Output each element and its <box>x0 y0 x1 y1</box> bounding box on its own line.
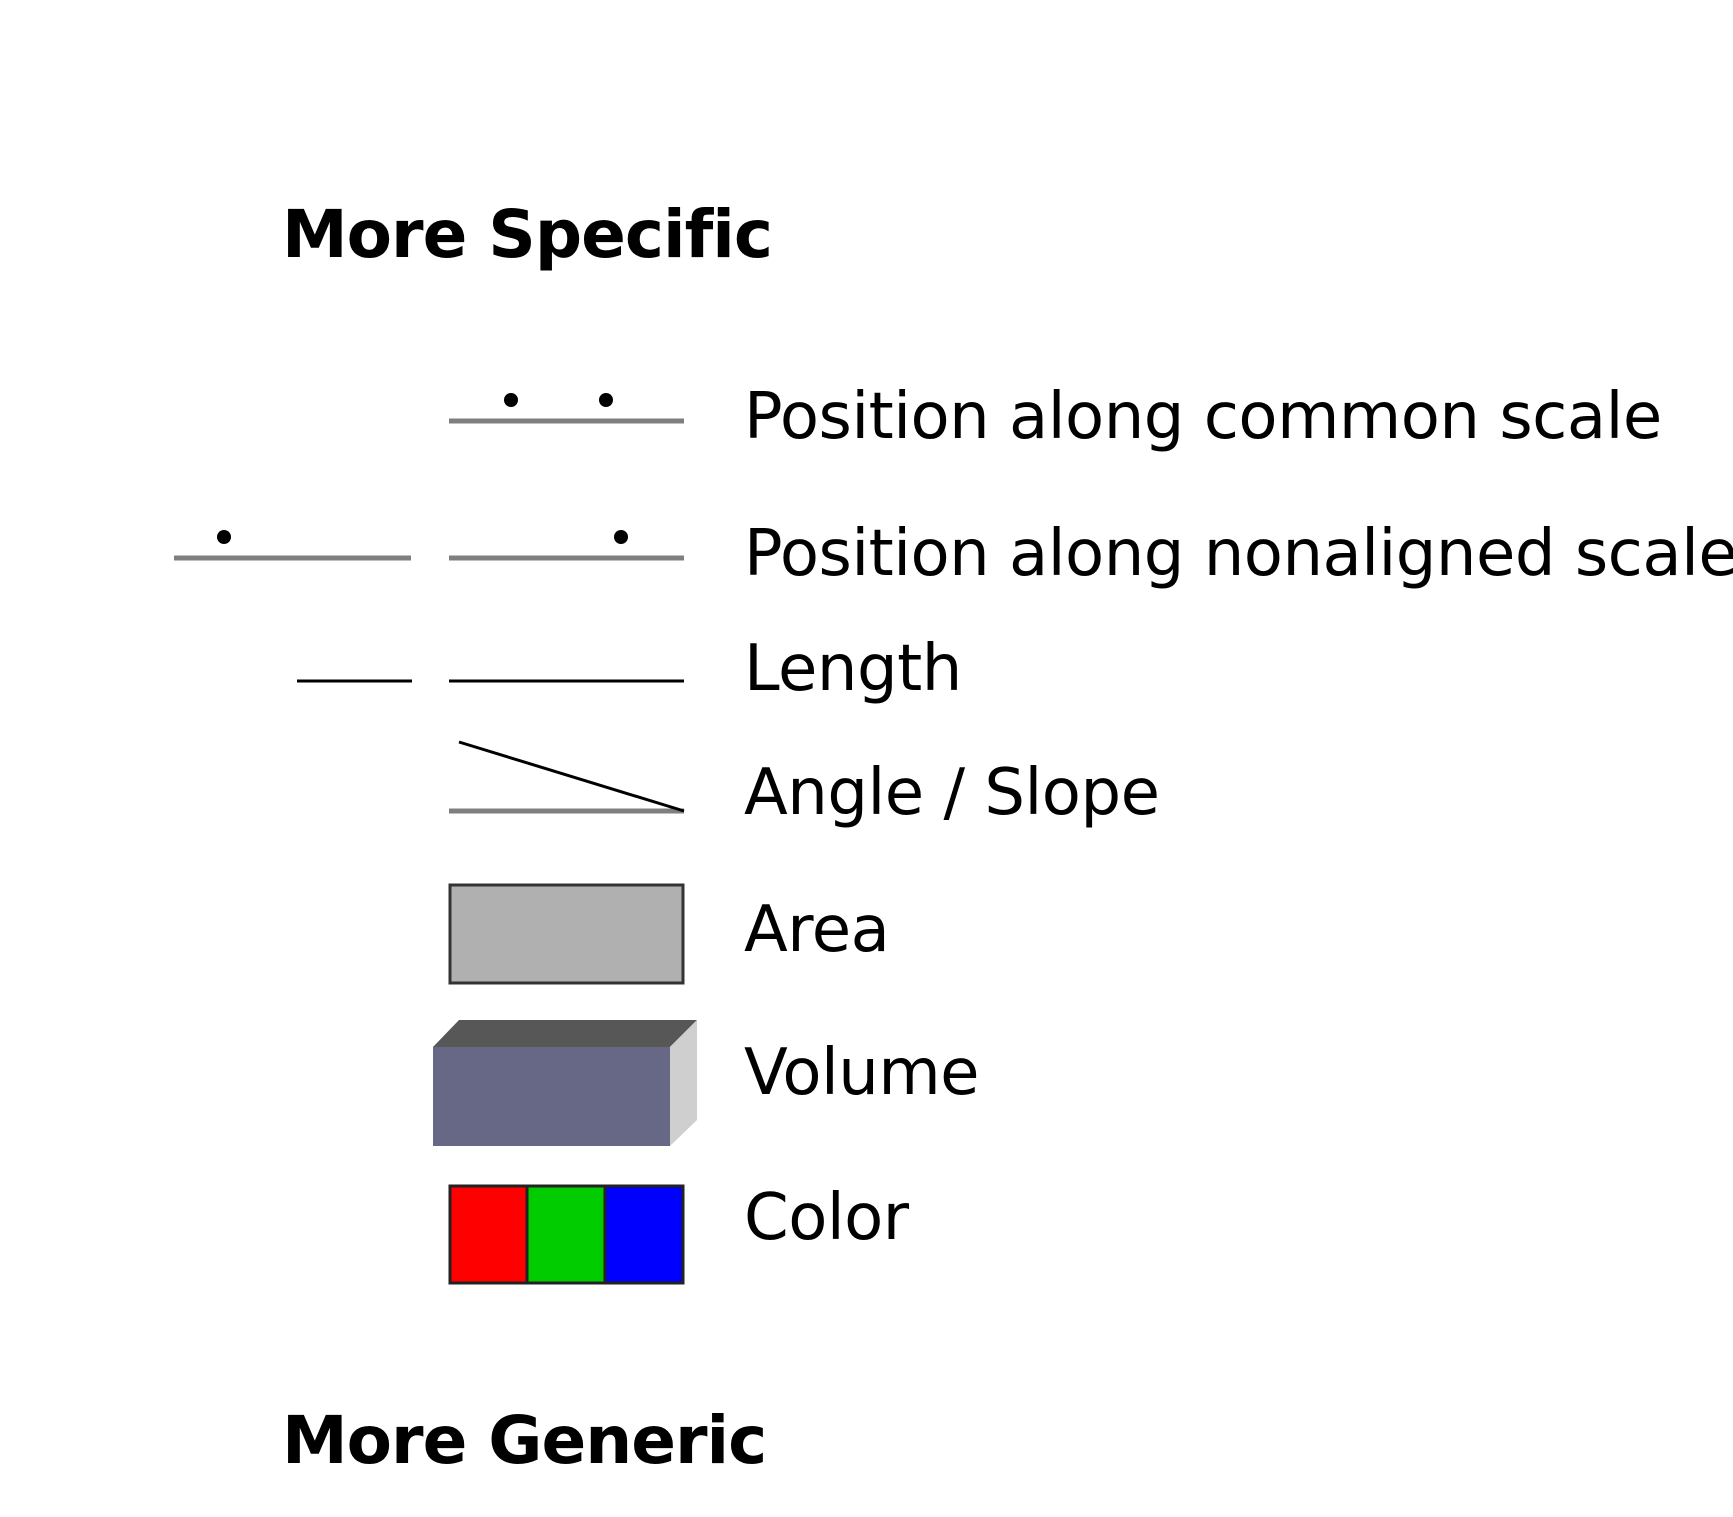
common-scale-dot-1 <box>504 393 518 407</box>
glyph-angle-slope <box>449 740 685 814</box>
label-volume: Volume <box>744 1036 980 1110</box>
volume-side-face <box>670 1020 697 1146</box>
slope-line <box>458 740 685 813</box>
label-length: Length <box>744 632 962 706</box>
color-swatch-blue <box>605 1186 683 1283</box>
volume-front-face <box>433 1047 670 1146</box>
label-position-common-scale: Position along common scale <box>744 380 1662 454</box>
glyph-volume <box>433 1020 697 1146</box>
nonaligned-scale-dot-left <box>217 530 231 544</box>
glyph-position-common-scale <box>449 393 684 424</box>
common-scale-dot-2 <box>599 393 613 407</box>
nonaligned-scale-dot-right <box>614 530 628 544</box>
label-angle-slope: Angle / Slope <box>744 756 1160 830</box>
glyph-area <box>448 883 685 985</box>
glyph-color <box>448 1184 685 1285</box>
label-position-nonaligned-scale: Position along nonaligned scale <box>744 517 1733 591</box>
color-swatch-green <box>527 1186 605 1283</box>
volume-top-face <box>433 1020 697 1047</box>
glyph-position-nonaligned-scale <box>174 530 684 561</box>
heading-more-specific: More Specific <box>282 196 773 273</box>
label-area: Area <box>744 893 890 967</box>
heading-more-generic: More Generic <box>282 1402 767 1479</box>
label-color: Color <box>744 1181 909 1255</box>
color-swatch-border <box>448 1184 685 1285</box>
color-swatch-red <box>450 1186 527 1283</box>
area-rectangle <box>448 883 685 985</box>
